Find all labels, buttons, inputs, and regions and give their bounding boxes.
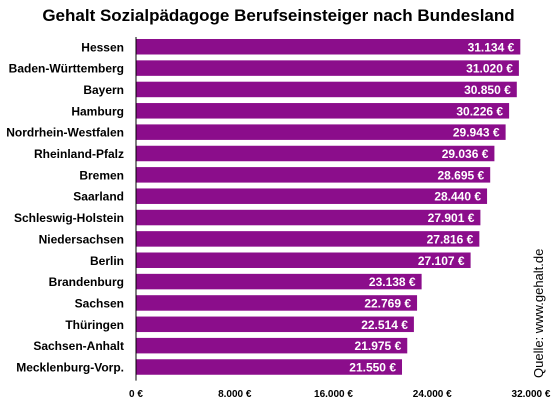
x-tick-label: 16.000 €	[314, 389, 353, 400]
value-label: 27.107 €	[418, 254, 465, 268]
category-label: Niedersachsen	[39, 232, 124, 246]
category-label: Nordrhein-Westfalen	[6, 126, 124, 140]
bar	[136, 188, 488, 204]
source-note: Quelle: www.gehalt.de	[531, 248, 546, 378]
category-label: Brandenburg	[49, 275, 124, 289]
category-label: Baden-Württemberg	[9, 62, 124, 76]
category-label: Berlin	[90, 254, 124, 268]
bar	[136, 337, 408, 354]
value-label: 21.550 €	[349, 361, 396, 375]
value-label: 30.850 €	[464, 83, 511, 97]
value-label: 22.514 €	[361, 318, 408, 332]
bar	[136, 60, 519, 76]
bar	[136, 124, 506, 140]
category-label: Thüringen	[65, 318, 124, 332]
value-label: 27.816 €	[427, 232, 474, 246]
bar	[136, 39, 521, 55]
bar	[136, 103, 510, 119]
value-label: 23.138 €	[369, 275, 416, 289]
bar	[136, 295, 418, 311]
category-label: Schleswig-Holstein	[14, 211, 124, 225]
value-label: 31.020 €	[466, 62, 513, 76]
category-label: Saarland	[73, 190, 124, 204]
bar	[136, 252, 471, 268]
value-label: 21.975 €	[355, 339, 402, 353]
category-label: Sachsen-Anhalt	[33, 339, 124, 353]
category-label: Hessen	[81, 40, 124, 54]
bar	[136, 167, 491, 183]
value-label: 28.440 €	[434, 190, 481, 204]
bar	[136, 316, 414, 333]
value-label: 22.769 €	[364, 296, 411, 310]
category-label: Bremen	[79, 168, 124, 182]
value-label: 29.943 €	[453, 126, 500, 140]
value-label: 29.036 €	[442, 147, 489, 161]
category-label: Rheinland-Pfalz	[34, 147, 124, 161]
value-label: 28.695 €	[437, 168, 484, 182]
x-tick-label: 32.000 €	[512, 389, 551, 400]
chart-title: Gehalt Sozialpädagoge Berufseinsteiger n…	[42, 6, 515, 25]
bar	[136, 209, 481, 226]
x-tick-label: 0 €	[129, 389, 143, 400]
value-label: 31.134 €	[468, 40, 515, 54]
bar	[136, 273, 422, 290]
category-label: Sachsen	[75, 296, 124, 310]
value-label: 30.226 €	[456, 104, 503, 118]
bar	[136, 145, 495, 162]
x-tick-label: 8.000 €	[218, 389, 252, 400]
value-label: 27.901 €	[428, 211, 475, 225]
category-label: Hamburg	[71, 104, 124, 118]
bar	[136, 81, 517, 98]
category-label: Mecklenburg-Vorp.	[16, 361, 124, 375]
bar	[136, 231, 480, 247]
category-label: Bayern	[83, 83, 124, 97]
bar	[136, 359, 403, 375]
x-tick-label: 24.000 €	[413, 389, 452, 400]
